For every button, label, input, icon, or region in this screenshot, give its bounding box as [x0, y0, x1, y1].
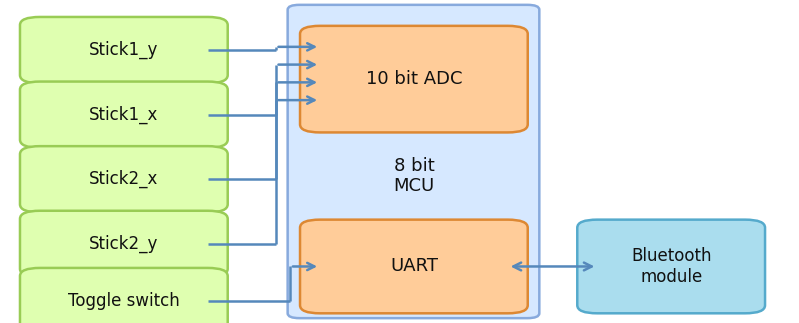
FancyBboxPatch shape	[20, 146, 228, 213]
FancyBboxPatch shape	[20, 211, 228, 277]
Text: Stick2_y: Stick2_y	[89, 235, 158, 253]
FancyBboxPatch shape	[20, 17, 228, 83]
Text: 8 bit
MCU: 8 bit MCU	[393, 157, 435, 195]
Text: Stick2_x: Stick2_x	[89, 170, 158, 188]
Text: 10 bit ADC: 10 bit ADC	[366, 70, 462, 88]
FancyBboxPatch shape	[20, 268, 228, 323]
FancyBboxPatch shape	[300, 26, 528, 132]
FancyBboxPatch shape	[20, 81, 228, 148]
Text: Bluetooth
module: Bluetooth module	[631, 247, 711, 286]
FancyBboxPatch shape	[288, 5, 539, 318]
FancyBboxPatch shape	[577, 220, 765, 313]
Text: Stick1_x: Stick1_x	[89, 106, 158, 124]
Text: UART: UART	[390, 257, 438, 276]
FancyBboxPatch shape	[300, 220, 528, 313]
Text: Stick1_y: Stick1_y	[89, 41, 158, 59]
Text: Toggle switch: Toggle switch	[68, 292, 180, 310]
